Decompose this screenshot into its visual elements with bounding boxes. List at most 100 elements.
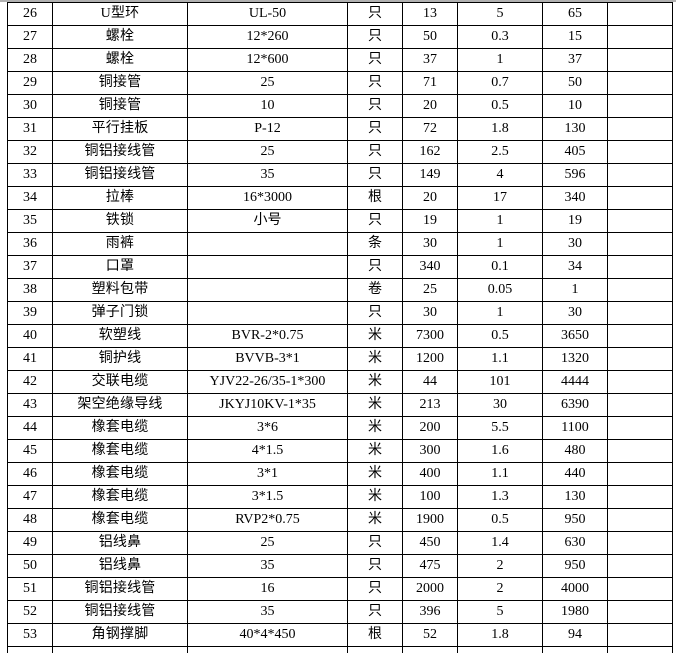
cell-index[interactable]: 39 xyxy=(8,302,53,325)
cell-quantity[interactable]: 72 xyxy=(403,118,458,141)
cell-specification[interactable]: 40*4*450 xyxy=(188,624,348,647)
cell-unit-price[interactable]: 1 xyxy=(458,302,543,325)
cell-item-name[interactable]: 橡套电缆 xyxy=(53,486,188,509)
cell-quantity[interactable]: 2000 xyxy=(403,578,458,601)
cell-note[interactable] xyxy=(608,49,673,72)
cell-index[interactable]: 30 xyxy=(8,95,53,118)
cell-quantity[interactable]: 52 xyxy=(403,624,458,647)
cell-quantity[interactable]: 25 xyxy=(403,279,458,302)
cell-unit-price[interactable]: 0.3 xyxy=(458,26,543,49)
cell-unit-price[interactable] xyxy=(458,647,543,653)
cell-specification[interactable]: 35 xyxy=(188,601,348,624)
cell-index[interactable]: 52 xyxy=(8,601,53,624)
cell-unit-price[interactable]: 0.05 xyxy=(458,279,543,302)
cell-item-name[interactable]: 橡套电缆 xyxy=(53,417,188,440)
cell-note[interactable] xyxy=(608,348,673,371)
cell-quantity[interactable]: 19 xyxy=(403,210,458,233)
cell-note[interactable] xyxy=(608,187,673,210)
cell-unit-price[interactable]: 1.6 xyxy=(458,440,543,463)
cell-note[interactable] xyxy=(608,440,673,463)
cell-amount[interactable]: 65 xyxy=(543,3,608,26)
cell-amount[interactable]: 30 xyxy=(543,302,608,325)
cell-unit[interactable]: 条 xyxy=(348,233,403,256)
cell-quantity[interactable]: 300 xyxy=(403,440,458,463)
cell-item-name[interactable] xyxy=(53,647,188,653)
cell-index[interactable]: 48 xyxy=(8,509,53,532)
cell-note[interactable] xyxy=(608,118,673,141)
cell-note[interactable] xyxy=(608,164,673,187)
cell-item-name[interactable]: 弹子门锁 xyxy=(53,302,188,325)
cell-index[interactable]: 31 xyxy=(8,118,53,141)
cell-amount[interactable]: 630 xyxy=(543,532,608,555)
cell-note[interactable] xyxy=(608,601,673,624)
cell-item-name[interactable]: 交联电缆 xyxy=(53,371,188,394)
cell-item-name[interactable]: 铜铝接线管 xyxy=(53,141,188,164)
cell-index[interactable]: 33 xyxy=(8,164,53,187)
cell-item-name[interactable]: 铜接管 xyxy=(53,95,188,118)
cell-index[interactable]: 42 xyxy=(8,371,53,394)
cell-quantity[interactable]: 44 xyxy=(403,371,458,394)
cell-amount[interactable]: 1100 xyxy=(543,417,608,440)
cell-item-name[interactable]: 架空绝缘导线 xyxy=(53,394,188,417)
cell-note[interactable] xyxy=(608,26,673,49)
cell-amount[interactable]: 50 xyxy=(543,72,608,95)
cell-index[interactable]: 43 xyxy=(8,394,53,417)
cell-unit[interactable]: 只 xyxy=(348,72,403,95)
cell-item-name[interactable]: 拉棒 xyxy=(53,187,188,210)
cell-unit-price[interactable]: 5.5 xyxy=(458,417,543,440)
cell-amount[interactable]: 94 xyxy=(543,624,608,647)
cell-unit[interactable]: 根 xyxy=(348,187,403,210)
cell-amount[interactable]: 6390 xyxy=(543,394,608,417)
cell-quantity[interactable]: 400 xyxy=(403,463,458,486)
cell-unit-price[interactable]: 5 xyxy=(458,601,543,624)
cell-specification[interactable] xyxy=(188,256,348,279)
cell-note[interactable] xyxy=(608,578,673,601)
cell-unit-price[interactable]: 4 xyxy=(458,164,543,187)
cell-index[interactable]: 53 xyxy=(8,624,53,647)
cell-specification[interactable]: 10 xyxy=(188,95,348,118)
cell-amount[interactable]: 4000 xyxy=(543,578,608,601)
cell-note[interactable] xyxy=(608,95,673,118)
cell-specification[interactable]: 小号 xyxy=(188,210,348,233)
cell-unit[interactable]: 只 xyxy=(348,210,403,233)
cell-quantity[interactable]: 450 xyxy=(403,532,458,555)
cell-index[interactable]: 45 xyxy=(8,440,53,463)
cell-unit-price[interactable]: 0.5 xyxy=(458,509,543,532)
cell-note[interactable] xyxy=(608,509,673,532)
cell-note[interactable] xyxy=(608,279,673,302)
cell-amount[interactable]: 4444 xyxy=(543,371,608,394)
cell-unit-price[interactable]: 30 xyxy=(458,394,543,417)
cell-unit-price[interactable]: 1.3 xyxy=(458,486,543,509)
cell-amount[interactable]: 480 xyxy=(543,440,608,463)
cell-unit[interactable] xyxy=(348,647,403,653)
cell-note[interactable] xyxy=(608,463,673,486)
cell-amount[interactable]: 1320 xyxy=(543,348,608,371)
cell-index[interactable]: 27 xyxy=(8,26,53,49)
cell-amount[interactable]: 1 xyxy=(543,279,608,302)
cell-quantity[interactable]: 1900 xyxy=(403,509,458,532)
cell-specification[interactable] xyxy=(188,302,348,325)
cell-index[interactable]: 41 xyxy=(8,348,53,371)
cell-item-name[interactable]: 铁锁 xyxy=(53,210,188,233)
cell-item-name[interactable]: 橡套电缆 xyxy=(53,463,188,486)
cell-specification[interactable]: 4*1.5 xyxy=(188,440,348,463)
cell-quantity[interactable]: 30 xyxy=(403,302,458,325)
cell-index[interactable]: 37 xyxy=(8,256,53,279)
cell-unit[interactable]: 米 xyxy=(348,486,403,509)
cell-unit[interactable]: 只 xyxy=(348,555,403,578)
cell-amount[interactable]: 950 xyxy=(543,509,608,532)
cell-unit[interactable]: 米 xyxy=(348,440,403,463)
